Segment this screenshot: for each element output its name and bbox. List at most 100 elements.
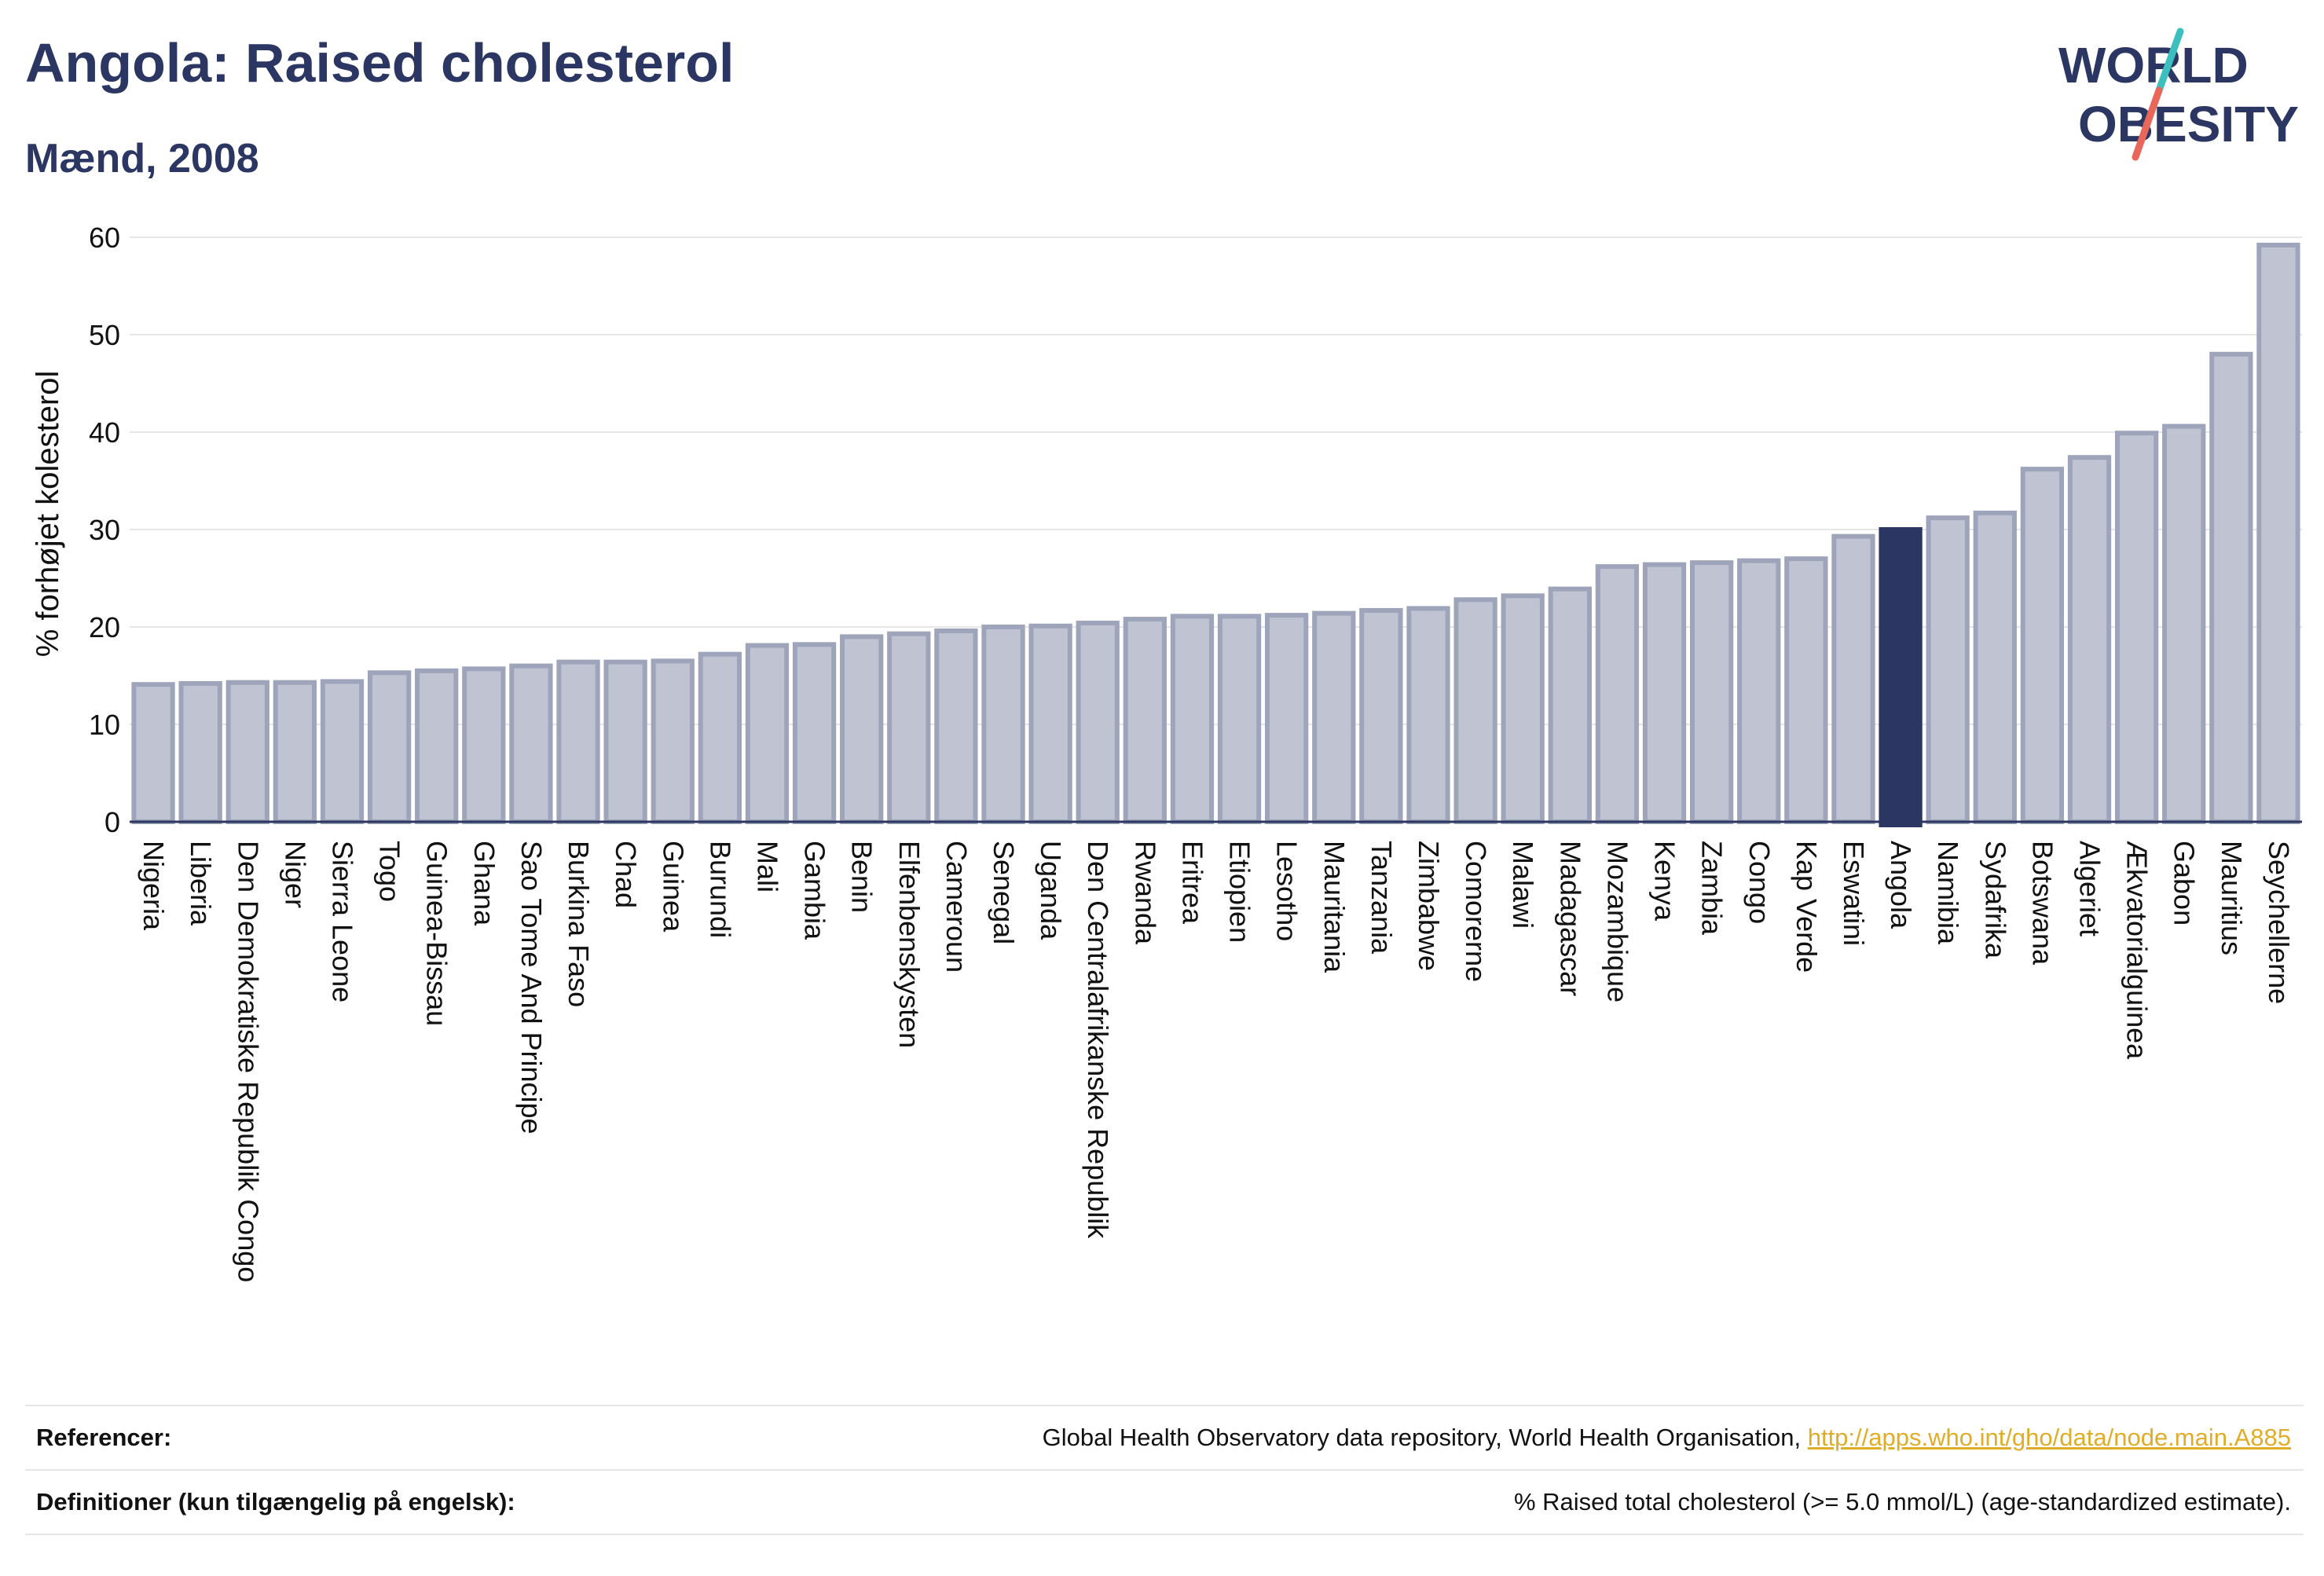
bar [1453,597,1497,825]
bar [415,668,459,824]
x-tick-label: Malawi [1507,841,1539,929]
x-tick-label: Madagascar [1554,841,1586,996]
logo-slash-coral [2132,86,2163,161]
y-tick-label: 0 [104,806,120,838]
bar [556,659,600,825]
x-tick-label: Ækvatorialguinea [2121,841,2154,1060]
y-tick-label: 40 [89,416,120,449]
x-tick-label: Senegal [988,841,1020,944]
y-axis-title: % forhøjet kolesterol [31,371,65,658]
bar [2162,423,2206,824]
bar [1265,613,1309,824]
x-tick-label: Guinea [657,841,689,933]
x-tick-label: Gabon [2168,841,2201,925]
y-tick-label: 50 [89,319,120,351]
x-tick-label: Sydafrika [1979,841,2011,959]
x-tick-label: Benin [846,841,878,913]
bar [2020,467,2065,824]
x-tick-label: Mali [751,841,783,892]
bar [1689,560,1734,824]
x-tick-label: Algeriet [2074,841,2106,936]
bar [320,679,365,824]
x-tick-label: Rwanda [1129,841,1161,945]
bar [1926,515,1970,824]
bars [131,242,2300,827]
bar [225,680,269,824]
x-tick-label: Seychellerne [2263,841,2295,1004]
logo-slash-teal [2155,27,2184,94]
definitions-value: % Raised total cholesterol (>= 5.0 mmol/… [1513,1488,2291,1516]
bar [2114,431,2159,824]
chart-title: Angola: Raised cholesterol [25,32,735,93]
logo-line-2: OBESITY [2078,96,2299,152]
references-row: Referencer: Global Health Observatory da… [25,1405,2304,1469]
bar-highlighted [1879,527,1923,827]
x-tick-label: Tanzania [1365,841,1398,955]
bar [2067,455,2112,824]
bar [367,670,412,825]
bar [1973,510,2017,824]
bar [1831,533,1875,824]
definitions-label: Definitioner (kun tilgængelig på engelsk… [36,1488,515,1516]
x-tick-label: Mauritius [2216,841,2248,955]
bar [2209,351,2253,824]
bar [651,658,695,825]
references-value: Global Health Observatory data repositor… [1043,1424,2291,1452]
bar [1359,607,1403,824]
bar [1076,621,1120,824]
bar [1170,614,1215,824]
bar [1406,606,1450,824]
bar [792,642,837,824]
bar [1028,623,1072,825]
bar [462,666,506,824]
y-tick-label: 60 [89,222,120,254]
x-tick-label: Burkina Faso [563,841,595,1007]
bar [1123,617,1167,825]
x-axis-labels: Nigeria Liberia Den Demokratiske Republik … [137,841,2295,1282]
x-tick-label: Guinea-Bissau [421,841,453,1026]
bar [887,631,931,824]
x-tick-label: Lesotho [1271,841,1303,941]
bar [981,625,1025,824]
x-tick-label: Mauritania [1318,841,1351,973]
x-tick-label: Den Demokratiske Republik Congo [232,841,264,1282]
y-tick-label: 20 [89,611,120,643]
bar [603,659,647,825]
references-label: Referencer: [36,1424,172,1451]
bar [1737,558,1781,824]
x-tick-label: Namibia [1932,841,1964,945]
x-tick-label: Niger [279,841,311,908]
x-tick-label: Zambia [1696,841,1728,936]
bar [1217,614,1262,824]
x-tick-label: Mozambique [1601,841,1633,1002]
x-tick-label: Elfenbenskysten [893,841,926,1048]
x-tick-label: Cameroun [940,841,973,973]
bar [698,651,742,824]
x-tick-label: Kap Verde [1791,841,1823,973]
x-tick-label: Eswatini [1838,841,1870,946]
world-obesity-logo: WORLD OBESITY [2058,27,2299,161]
x-tick-label: Uganda [1035,841,1067,940]
bar [1642,562,1687,824]
x-tick-label: Etiopien [1224,841,1256,943]
bar [1595,564,1640,824]
y-tick-label: 30 [89,514,120,546]
bar [1548,586,1592,824]
bar [509,663,553,824]
x-tick-label: Sierra Leone [326,841,358,1002]
bar [745,643,790,824]
bar [934,628,978,825]
bar [131,682,175,824]
definitions-row: Definitioner (kun tilgængelig på engelsk… [25,1469,2304,1535]
bar-chart: 0 10 20 30 40 50 60 Nigeria Liberia Den Demokrat… [31,222,2302,1282]
chart-subtitle: Mænd, 2008 [25,136,259,181]
references-link[interactable]: http://apps.who.int/gho/data/node.main.A… [1807,1424,2291,1451]
bar [840,634,884,825]
x-tick-label: Den Centralafrikanske Republik [1082,841,1114,1239]
x-tick-label: Eritrea [1176,841,1208,925]
x-tick-label: Botswana [2026,841,2058,966]
x-tick-label: Chad [610,841,642,908]
references-text: Global Health Observatory data repositor… [1042,1424,1808,1451]
x-tick-label: Nigeria [137,841,170,931]
y-tick-label: 10 [89,709,120,741]
